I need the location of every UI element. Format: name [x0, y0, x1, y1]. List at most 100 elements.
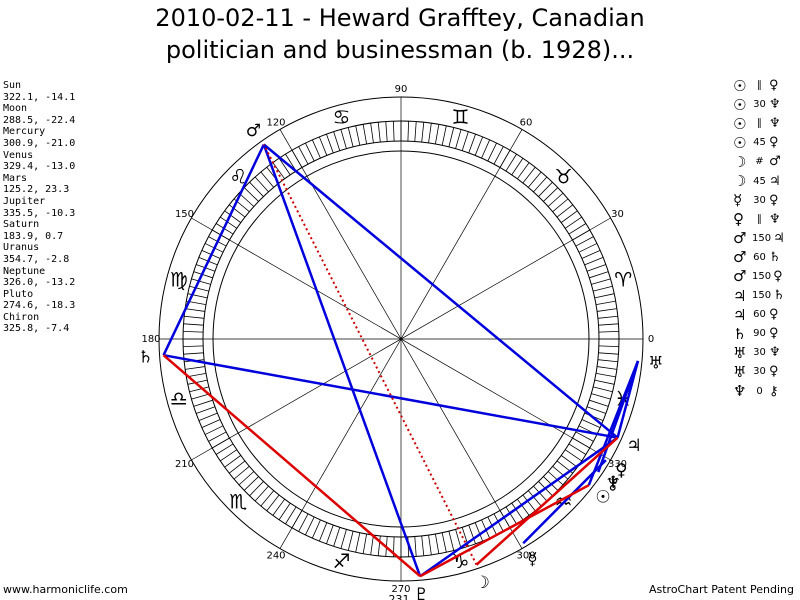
aspect-planet-b: ♄: [769, 249, 781, 265]
degree-tick: [461, 131, 469, 151]
degree-tick: [421, 122, 425, 143]
degree-tick: [481, 139, 491, 159]
aspect-planet-b: ♆: [769, 97, 781, 113]
degree-tick: [340, 529, 347, 549]
degree-tick: [575, 236, 594, 247]
aspect-planet-b: ♄: [773, 288, 785, 304]
aspect-row: ♆ 0 ⚷: [733, 382, 800, 401]
degree-tick: [455, 529, 462, 549]
aspect-row: ♂ 60 ♄: [733, 248, 800, 267]
aspect-row: ♅ 30 ♆: [733, 343, 800, 362]
aspect-type: #: [755, 156, 764, 168]
aspect-type: 30: [753, 99, 766, 111]
aspect-list: ☉ ∥ ♀ ☉ 30 ♆ ☉ ∥ ♆ ☉ 45 ♀ ☽ # ♂ ☽ 45 ♃ ☿ 30 ♀ ♀ ∥ ♆ ♂ 150 ♃ ♂ 60 ♄ ♂ 15…: [733, 76, 800, 401]
chart-title-line1: 2010-02-11 - Heward Grafftey, Canadian: [155, 4, 645, 32]
degree-tick: [522, 166, 536, 184]
aspect-planet-b: ♀: [769, 307, 779, 323]
degree-tick: [185, 366, 205, 370]
planet-coords-moon: 288.5, -22.4: [3, 114, 76, 126]
degree-tick: [260, 171, 275, 188]
zodiac-sign-glyph: ♍: [170, 267, 188, 291]
aspect-type: 150: [752, 270, 772, 282]
aspect-type: 45: [753, 137, 766, 149]
degree-tick: [204, 425, 224, 435]
aspect-planet-b: ♃: [769, 173, 781, 189]
degree-tick: [505, 506, 517, 525]
aspect-line-neptune-uranus: [597, 360, 640, 473]
degree-tick: [183, 352, 204, 355]
degree-tick: [595, 372, 616, 378]
aspect-planet-a: ☉: [733, 95, 747, 114]
degree-tick: [340, 129, 347, 149]
degree-tick: [183, 330, 204, 333]
degree-tick: [201, 419, 221, 429]
aspect-line-jupiter-pluto: [419, 436, 619, 578]
degree-tick: [198, 412, 218, 422]
degree-tick: [355, 532, 361, 553]
degree-tick: [183, 323, 204, 326]
zodiac-sign-glyph: ♌: [229, 164, 247, 188]
zodiac-sign-glyph: ♈: [614, 267, 632, 291]
degree-tick: [228, 204, 246, 218]
aspect-line-moon-mars: [262, 144, 478, 566]
house-cusp-label: 231: [389, 593, 410, 600]
degree-tick: [598, 323, 619, 326]
zodiac-sign-glyph: ♊: [452, 105, 470, 129]
aspect-planet-a: ☽: [733, 172, 747, 191]
degree-tick: [233, 465, 250, 480]
degree-label: 120: [266, 117, 285, 128]
aspect-planet-a: ☽: [733, 152, 747, 171]
degree-tick: [238, 192, 255, 207]
degree-tick: [581, 419, 601, 429]
degree-tick: [260, 490, 275, 507]
degree-tick: [589, 271, 609, 279]
degree-tick: [318, 522, 328, 542]
aspect-planet-b: ♀: [769, 326, 779, 342]
degree-tick: [522, 494, 536, 512]
degree-tick: [517, 498, 530, 516]
aspect-line-saturn-pluto: [162, 354, 421, 578]
degree-tick: [224, 210, 242, 223]
degree-tick: [305, 142, 315, 162]
planet-coords-mercury: 300.9, -21.0: [3, 137, 76, 149]
degree-tick: [187, 293, 208, 299]
degree-tick: [392, 121, 395, 142]
degree-tick: [285, 506, 297, 525]
planet-name-jupiter: Jupiter: [3, 195, 46, 207]
planet-name-mercury: Mercury: [3, 126, 46, 138]
planet-glyph-uranus: ♅: [648, 354, 663, 374]
degree-label: 270: [391, 584, 410, 595]
degree-tick: [560, 455, 578, 468]
degree-tick: [377, 535, 381, 556]
degree-tick: [505, 153, 517, 172]
planet-glyph-moon: ☽: [475, 573, 490, 593]
planet-name-mars: Mars: [3, 172, 28, 184]
degree-tick: [533, 485, 548, 502]
planet-coords-saturn: 183.9, 0.7: [3, 230, 64, 242]
degree-tick: [595, 300, 616, 306]
planet-glyph-pluto: ♇: [414, 585, 429, 600]
aspect-planet-a: ♀: [733, 210, 744, 229]
degree-tick: [591, 393, 611, 400]
planet-coords-jupiter: 335.5, -10.3: [3, 207, 76, 219]
aspect-row: ♄ 90 ♀: [733, 324, 800, 343]
degree-tick: [183, 345, 204, 348]
degree-tick: [564, 216, 582, 229]
degree-label: 240: [266, 551, 285, 562]
zodiac-sign-glyph: ♋: [333, 105, 351, 129]
degree-tick: [474, 136, 484, 156]
degree-tick: [272, 162, 285, 180]
aspect-type: 90: [753, 328, 766, 340]
footer-patent-note: AstroChart Patent Pending: [648, 583, 794, 596]
aspect-planet-a: ♃: [733, 286, 747, 305]
aspect-planet-b: ♂: [769, 154, 781, 170]
aspect-type: 60: [753, 309, 766, 321]
spoke-line: [191, 217, 611, 461]
degree-label: 30: [611, 209, 624, 220]
degree-tick: [552, 465, 569, 480]
degree-tick: [184, 315, 205, 319]
degree-tick: [586, 406, 606, 414]
aspect-planet-b: ♆: [769, 211, 781, 227]
degree-tick: [589, 399, 609, 407]
